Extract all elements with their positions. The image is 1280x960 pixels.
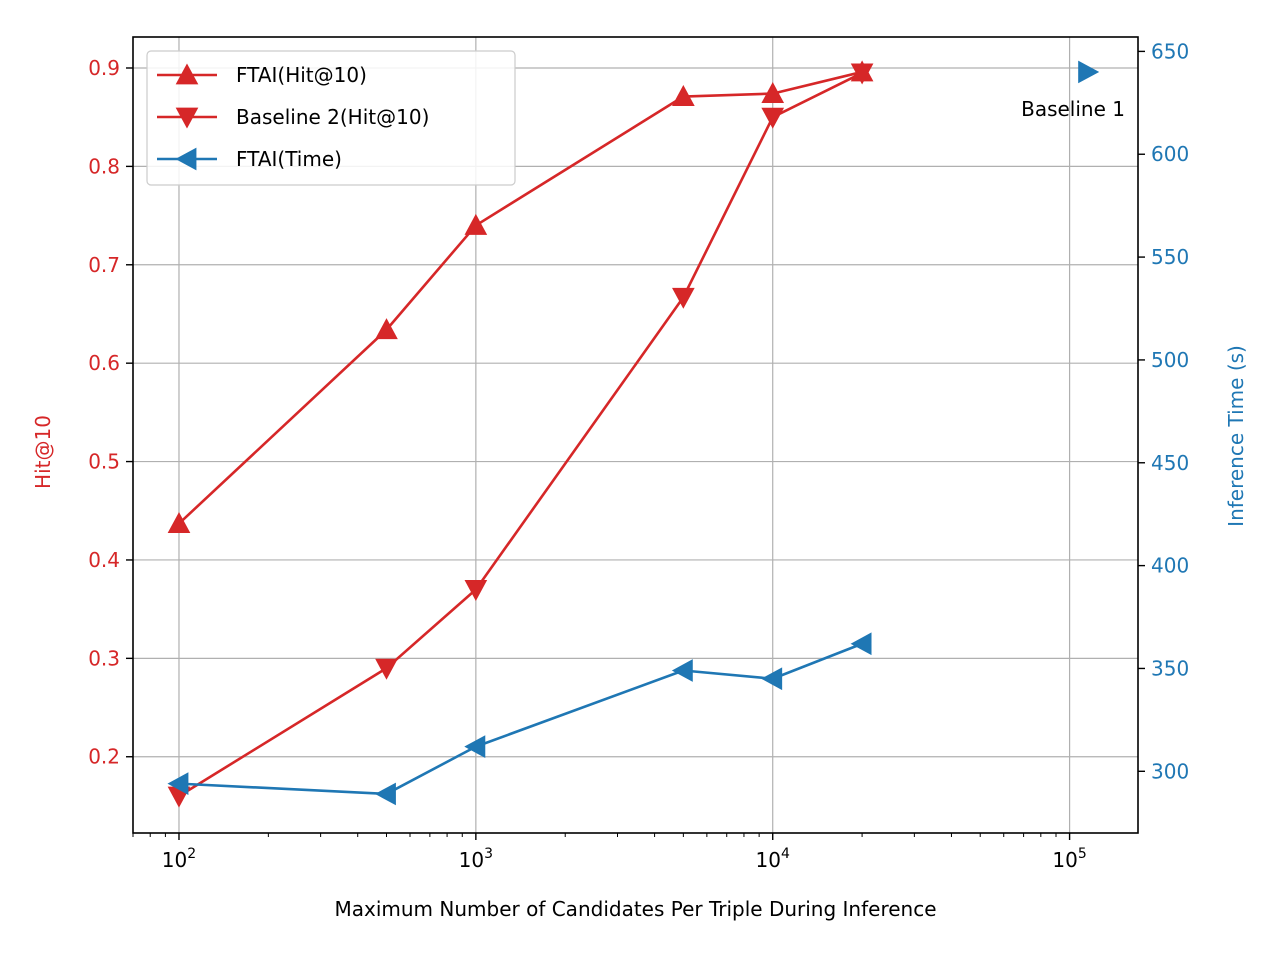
left-tick-label: 0.6	[88, 351, 120, 375]
right-tick-label: 500	[1151, 348, 1189, 372]
legend-entries: FTAI(Hit@10) Baseline 2(Hit@10) FTAI(Time)	[157, 63, 429, 171]
series-2	[167, 632, 872, 806]
right-tick-label: 600	[1151, 142, 1189, 166]
series-layer: Baseline 1	[167, 60, 1125, 808]
legend-marker	[175, 107, 199, 129]
legend-label: FTAI(Time)	[236, 147, 342, 171]
data-point	[671, 659, 693, 682]
data-point	[167, 512, 191, 533]
legend-label: Baseline 2(Hit@10)	[236, 105, 429, 129]
left-tick-label: 0.7	[88, 253, 120, 277]
right-tick-label: 300	[1151, 759, 1189, 783]
right-tick-label: 550	[1151, 245, 1189, 269]
x-tick-label: 104	[756, 846, 790, 872]
data-point	[375, 658, 398, 680]
data-point	[464, 580, 488, 602]
series-line	[178, 642, 863, 796]
left-tick-label: 0.8	[88, 154, 120, 178]
legend-entry: Baseline 2(Hit@10)	[157, 105, 429, 129]
x-tick-label-base: 10	[756, 848, 781, 872]
legend-label: FTAI(Hit@10)	[236, 63, 367, 87]
left-axis-label: Hit@10	[31, 415, 55, 489]
x-tick-label: 102	[162, 846, 196, 872]
x-tick-label-exponent: 5	[1078, 846, 1087, 862]
data-point	[464, 735, 486, 758]
plot-frame	[132, 36, 1139, 834]
x-tick-label-base: 10	[1052, 848, 1077, 872]
right-tick-label: 450	[1151, 451, 1189, 475]
data-point	[761, 667, 783, 691]
left-tick-label: 0.2	[88, 745, 120, 769]
annotation-point	[1078, 60, 1100, 84]
legend-box	[146, 50, 516, 186]
legend-marker	[175, 147, 197, 171]
legend: FTAI(Hit@10) Baseline 2(Hit@10) FTAI(Time)	[146, 50, 516, 186]
right-tick-label: 650	[1151, 39, 1189, 63]
left-tick-label: 0.5	[88, 450, 120, 474]
right-axis: 300 350 400 450 500 550 600 650	[1138, 39, 1189, 783]
left-tick-label: 0.4	[88, 548, 120, 572]
right-axis-label: Inference Time (s)	[1224, 345, 1248, 527]
data-point	[761, 107, 785, 129]
left-axis: 0.2 0.3 0.4 0.5 0.6 0.7 0.8 0.9	[88, 56, 133, 769]
series-line	[178, 70, 863, 525]
x-tick-label-exponent: 4	[781, 846, 790, 862]
data-point	[375, 318, 398, 340]
data-point	[672, 287, 695, 309]
grid	[133, 37, 1138, 833]
legend-marker	[175, 63, 199, 85]
right-tick-label: 350	[1151, 656, 1189, 680]
left-tick-label: 0.3	[88, 646, 120, 670]
x-axis-label: Maximum Number of Candidates Per Triple …	[334, 897, 936, 921]
data-point	[850, 632, 872, 656]
left-tick-label: 0.9	[88, 56, 120, 80]
legend-entry: FTAI(Time)	[157, 147, 342, 171]
data-point	[374, 782, 396, 806]
x-tick-label-exponent: 3	[484, 846, 493, 862]
annotation-label: Baseline 1	[1021, 97, 1125, 121]
x-tick-label: 103	[459, 846, 493, 872]
right-tick-label: 400	[1151, 554, 1189, 578]
x-tick-label-base: 10	[162, 848, 187, 872]
legend-entry: FTAI(Hit@10)	[157, 63, 367, 87]
data-point	[167, 772, 189, 795]
data-point	[850, 63, 874, 85]
series-line	[178, 71, 863, 798]
x-axis: 102 103 104 105	[132, 833, 1087, 872]
annotation-0: Baseline 1	[1021, 60, 1125, 121]
x-tick-label-base: 10	[459, 848, 484, 872]
data-point	[464, 213, 488, 235]
data-point	[761, 82, 785, 104]
x-tick-label: 105	[1052, 846, 1086, 872]
data-point	[672, 84, 695, 106]
x-tick-label-exponent: 2	[187, 846, 196, 862]
